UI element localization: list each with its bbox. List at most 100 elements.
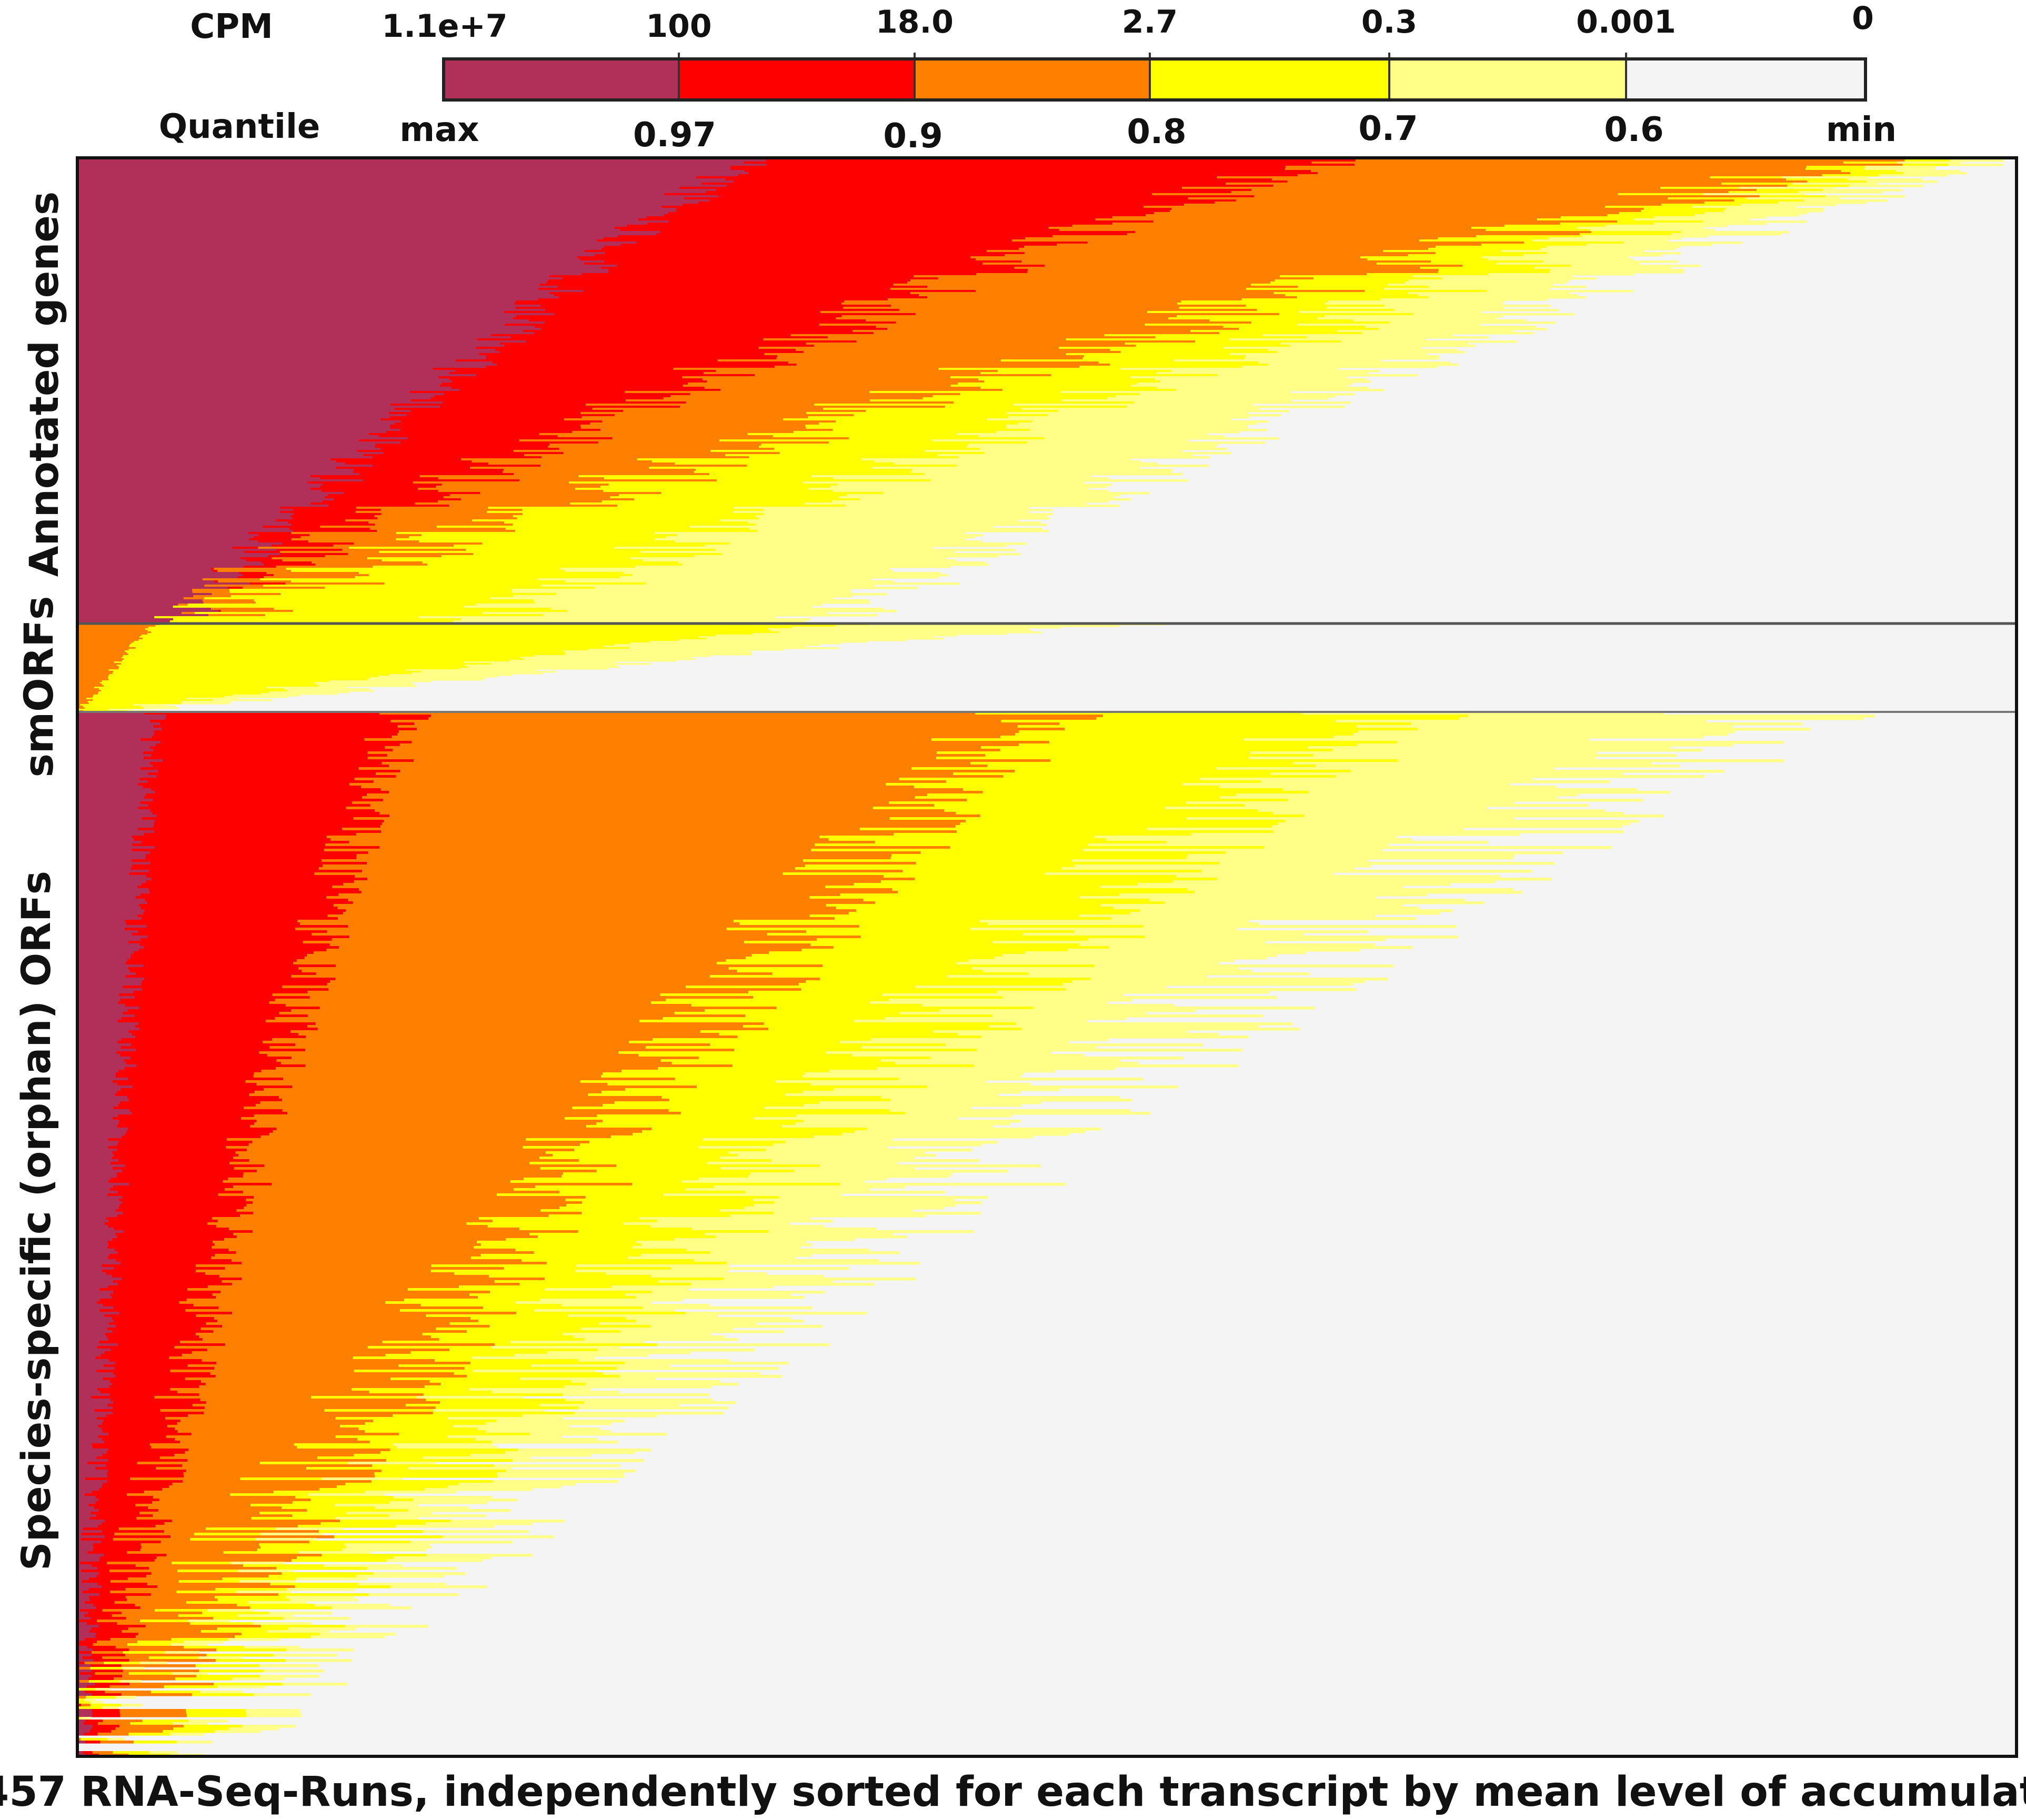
heatmap-row-segment bbox=[79, 1556, 101, 1560]
heatmap-row-segment bbox=[499, 351, 804, 354]
heatmap-row-segment bbox=[79, 1472, 107, 1475]
heatmap-row-segment bbox=[79, 1293, 111, 1296]
heatmap-row-segment bbox=[494, 1280, 659, 1283]
heatmap-row-segment bbox=[377, 517, 517, 520]
heatmap-row-segment bbox=[1002, 389, 1177, 391]
heatmap-row-segment bbox=[256, 1083, 608, 1086]
heatmap-row-segment bbox=[898, 891, 1195, 894]
heatmap-row-segment bbox=[191, 1433, 399, 1436]
heatmap-row-segment bbox=[79, 229, 621, 232]
heatmap-row-segment bbox=[79, 709, 109, 711]
heatmap-row-segment bbox=[1746, 197, 1841, 200]
heatmap-row-segment bbox=[267, 1054, 639, 1057]
heatmap-row-segment bbox=[907, 281, 1271, 284]
heatmap-row-segment bbox=[426, 1314, 568, 1318]
heatmap-row-segment bbox=[832, 500, 1109, 503]
heatmap-row-segment bbox=[113, 1117, 242, 1120]
heatmap-row-segment bbox=[79, 423, 395, 425]
heatmap-row-segment bbox=[135, 1035, 306, 1039]
heatmap-row-segment bbox=[1015, 733, 1353, 736]
heatmap-row-segment bbox=[135, 1025, 308, 1028]
heatmap-row-segment bbox=[669, 1099, 891, 1102]
heatmap-row-segment bbox=[85, 1601, 115, 1604]
heatmap-row-segment bbox=[956, 433, 1208, 436]
heatmap-row-segment bbox=[260, 693, 338, 695]
heatmap-row-segment bbox=[565, 1399, 713, 1402]
heatmap-row-segment bbox=[134, 996, 310, 999]
heatmap-row-segment bbox=[1165, 807, 1488, 810]
heatmap-row-segment bbox=[358, 767, 912, 770]
heatmap-row-segment bbox=[158, 770, 400, 773]
heatmap-row-segment bbox=[79, 807, 138, 810]
heatmap-row-segment bbox=[230, 1493, 309, 1496]
heatmap-row-segment bbox=[1728, 191, 1799, 194]
heatmap-row-segment bbox=[79, 1648, 94, 1652]
heatmap-row-segment bbox=[649, 467, 872, 469]
quantile-tick-label: 0.9 bbox=[883, 117, 942, 156]
heatmap-row-segment bbox=[1904, 159, 1950, 162]
heatmap-row-segment bbox=[1098, 361, 1259, 364]
heatmap-row-segment bbox=[1428, 248, 1541, 250]
heatmap-row-segment bbox=[389, 815, 981, 818]
heatmap-row-segment bbox=[356, 854, 892, 857]
heatmap-row-segment bbox=[79, 604, 178, 606]
heatmap-row-segment bbox=[725, 454, 938, 457]
heatmap-row-segment bbox=[1341, 340, 1518, 343]
heatmap-row-segment bbox=[79, 252, 605, 255]
heatmap-row-segment bbox=[79, 1596, 89, 1599]
heatmap-row-segment bbox=[494, 1464, 621, 1467]
heatmap-row-segment bbox=[636, 242, 1088, 244]
heatmap-row-segment bbox=[79, 1206, 119, 1210]
heatmap-row-segment bbox=[329, 980, 806, 983]
heatmap-row-segment bbox=[162, 1488, 320, 1491]
heatmap-row-segment bbox=[679, 187, 1182, 189]
heatmap-row-segment bbox=[204, 1412, 434, 1415]
heatmap-row-segment bbox=[79, 1370, 97, 1373]
heatmap-row-segment bbox=[293, 610, 568, 612]
heatmap-row-segment bbox=[1419, 239, 1533, 242]
heatmap-row-segment bbox=[79, 551, 245, 554]
heatmap-row-segment bbox=[79, 1564, 92, 1567]
heatmap-row-segment bbox=[79, 1341, 99, 1344]
heatmap-row-segment bbox=[450, 1520, 565, 1523]
heatmap-row-segment bbox=[210, 1372, 455, 1375]
heatmap-row-segment bbox=[79, 1346, 98, 1349]
heatmap-row-segment bbox=[1136, 345, 1291, 347]
heatmap-row-segment bbox=[79, 1304, 104, 1307]
heatmap-row-segment bbox=[1317, 317, 1497, 320]
heatmap-row-segment bbox=[353, 1356, 473, 1360]
heatmap-row-segment bbox=[89, 1730, 112, 1733]
heatmap-row-segment bbox=[389, 1514, 487, 1517]
heatmap-row-segment bbox=[125, 1164, 265, 1168]
heatmap-row-segment bbox=[151, 788, 382, 791]
heatmap-row-segment bbox=[128, 967, 299, 970]
heatmap-row-segment bbox=[503, 471, 695, 474]
heatmap-row-segment bbox=[866, 319, 1210, 322]
heatmap-row-segment bbox=[147, 901, 354, 904]
heatmap-row-segment bbox=[240, 1214, 549, 1218]
heatmap-row-segment bbox=[470, 1454, 591, 1457]
heatmap-row-segment bbox=[1405, 281, 1567, 284]
heatmap-row-segment bbox=[79, 1662, 85, 1665]
heatmap-row-segment bbox=[1137, 383, 1353, 385]
heatmap-row-segment bbox=[79, 980, 143, 983]
heatmap-row-segment bbox=[894, 462, 1158, 465]
heatmap-row-segment bbox=[79, 1320, 114, 1323]
heatmap-row-segment bbox=[91, 1675, 123, 1678]
heatmap-row-segment bbox=[154, 822, 383, 826]
heatmap-row-segment bbox=[890, 857, 1187, 860]
heatmap-row-segment bbox=[79, 817, 143, 820]
heatmap-row-segment bbox=[266, 572, 359, 575]
heatmap-row-segment bbox=[1007, 412, 1248, 415]
heatmap-row-segment bbox=[170, 1733, 205, 1736]
heatmap-row-segment bbox=[232, 1677, 285, 1681]
heatmap-row-segment bbox=[102, 680, 329, 682]
heatmap-row-segment bbox=[373, 1420, 497, 1423]
heatmap-row-segment bbox=[384, 582, 646, 585]
heatmap-row-segment bbox=[103, 1420, 181, 1423]
heatmap-row-segment bbox=[295, 1043, 710, 1047]
heatmap-row-segment bbox=[79, 359, 456, 362]
heatmap-row-segment bbox=[141, 738, 365, 741]
heatmap-row-segment bbox=[911, 767, 1217, 770]
heatmap-row-segment bbox=[206, 1322, 450, 1325]
